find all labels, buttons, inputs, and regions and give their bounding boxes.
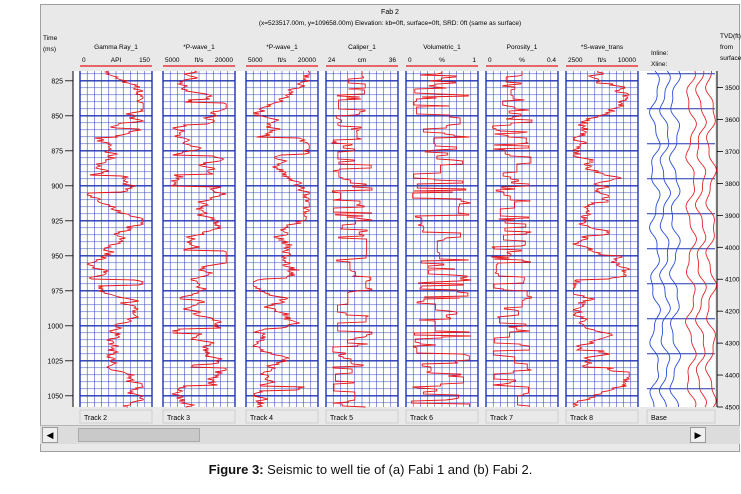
track-scale-max: 20000 (298, 57, 316, 64)
track-header-name: *S-wave_trans (581, 44, 624, 51)
tvd-axis-label: surface (720, 55, 741, 62)
track-scale-unit: API (111, 57, 122, 64)
track-scale-min: 0 (82, 57, 86, 64)
scroll-right-button[interactable]: ▶ (690, 427, 706, 443)
track-header-name: Porosity_1 (507, 44, 538, 51)
track-scale-max: 36 (389, 57, 397, 64)
seismic-trace (705, 70, 717, 408)
tvd-tick-label: 3600 (725, 117, 740, 124)
time-axis-label: Time (43, 35, 58, 42)
track-scale-max: 150 (139, 57, 150, 64)
plot-title: Fab 2 (381, 9, 399, 16)
track-header-name: Volumetric_1 (423, 44, 461, 51)
track-header-name: *P-wave_1 (266, 44, 298, 51)
track-scale-min: 5000 (248, 57, 263, 64)
tvd-axis-label: TVD(ft) (720, 33, 741, 40)
time-tick-label: 900 (51, 183, 63, 190)
track-header-name: Gamma Ray_1 (94, 44, 138, 51)
base-footer-label: Base (651, 415, 667, 422)
tvd-tick-label: 4000 (725, 245, 740, 252)
track-scale-min: 2500 (568, 57, 583, 64)
track-header-name: *P-wave_1 (183, 44, 215, 51)
track-footer-box (325, 409, 399, 424)
inline-label: Inline: (651, 50, 669, 57)
track-footer-label: Track 5 (330, 415, 353, 422)
caption-label: Figure 3: (208, 462, 264, 477)
seismic-trace (685, 70, 697, 408)
log-curve (491, 71, 533, 407)
seismic-trace (695, 70, 707, 408)
plot-subtitle: (x=523517.00m, y=109658.00m) Elevation: … (259, 20, 521, 27)
track-scale-min: 5000 (165, 57, 180, 64)
well-log-plot: Fab 2 (x=523517.00m, y=109658.00m) Elevat… (43, 9, 741, 424)
tvd-tick-label: 4400 (725, 373, 740, 380)
time-tick-label: 975 (51, 288, 63, 295)
track-scale-unit: ft/s (598, 57, 607, 64)
xline-label: Xline: (651, 61, 667, 68)
tvd-tick-label: 4200 (725, 309, 740, 316)
time-tick-label: 950 (51, 253, 63, 260)
track-footer-box (162, 409, 236, 424)
track-footer-box (565, 409, 639, 424)
tvd-tick-label: 3700 (725, 149, 740, 156)
time-tick-label: 1025 (47, 358, 63, 365)
time-tick-label: 875 (51, 148, 63, 155)
tvd-tick-label: 4300 (725, 341, 740, 348)
log-curve (411, 71, 472, 407)
seismic-trace (649, 70, 661, 407)
track-footer-box (405, 409, 479, 424)
track-scale-unit: % (519, 57, 525, 64)
time-tick-label: 925 (51, 218, 63, 225)
time-tick-label: 1050 (47, 393, 63, 400)
log-curve (170, 70, 227, 408)
time-tick-label: 1000 (47, 323, 63, 330)
track-scale-max: 1 (472, 57, 476, 64)
track-scale-min: 0 (488, 57, 492, 64)
well-tie-window: Fab 2 (x=523517.00m, y=109658.00m) Elevat… (40, 4, 741, 452)
seismic-trace (669, 70, 681, 408)
track-footer-box (79, 409, 153, 424)
base-footer-box (646, 409, 716, 424)
track-scale-min: 0 (408, 57, 412, 64)
tvd-tick-label: 3500 (725, 85, 740, 92)
caption-text: Seismic to well tie of (a) Fabi 1 and (b… (263, 462, 533, 477)
tvd-tick-label: 3800 (725, 181, 740, 188)
scroll-left-button[interactable]: ◀ (42, 427, 58, 443)
tvd-tick-label: 3900 (725, 213, 740, 220)
scroll-thumb[interactable] (78, 428, 200, 442)
track-footer-label: Track 6 (410, 415, 433, 422)
track-footer-label: Track 3 (167, 415, 190, 422)
track-footer-label: Track 4 (250, 415, 273, 422)
tvd-axis-label: from (720, 44, 733, 51)
track-scale-max: 10000 (618, 57, 636, 64)
track-scale-min: 24 (328, 57, 336, 64)
track-scale-unit: cm (358, 57, 367, 64)
track-scale-unit: ft/s (278, 57, 287, 64)
log-curve (252, 70, 310, 408)
track-footer-label: Track 7 (490, 415, 513, 422)
time-tick-label: 825 (51, 78, 63, 85)
tvd-tick-label: 4100 (725, 277, 740, 284)
seismic-trace (659, 70, 671, 408)
track-footer-box (245, 409, 319, 424)
track-footer-box (485, 409, 559, 424)
track-footer-label: Track 2 (84, 415, 107, 422)
tvd-tick-label: 4500 (725, 405, 740, 412)
track-scale-max: 0.4 (547, 57, 556, 64)
track-footer-label: Track 8 (570, 415, 593, 422)
figure-caption: Figure 3: Seismic to well tie of (a) Fab… (0, 462, 741, 477)
track-scale-unit: % (439, 57, 445, 64)
track-header-name: Caliper_1 (348, 44, 376, 51)
time-axis-unit: (ms) (43, 46, 56, 53)
log-curve (571, 70, 631, 408)
track-scale-unit: ft/s (195, 57, 204, 64)
log-curve (331, 71, 373, 408)
track-scale-max: 20000 (215, 57, 233, 64)
horizontal-scrollbar[interactable]: ◀ ▶ (40, 425, 740, 444)
time-tick-label: 850 (51, 113, 63, 120)
log-curve (86, 70, 145, 408)
plot-background (73, 71, 715, 407)
